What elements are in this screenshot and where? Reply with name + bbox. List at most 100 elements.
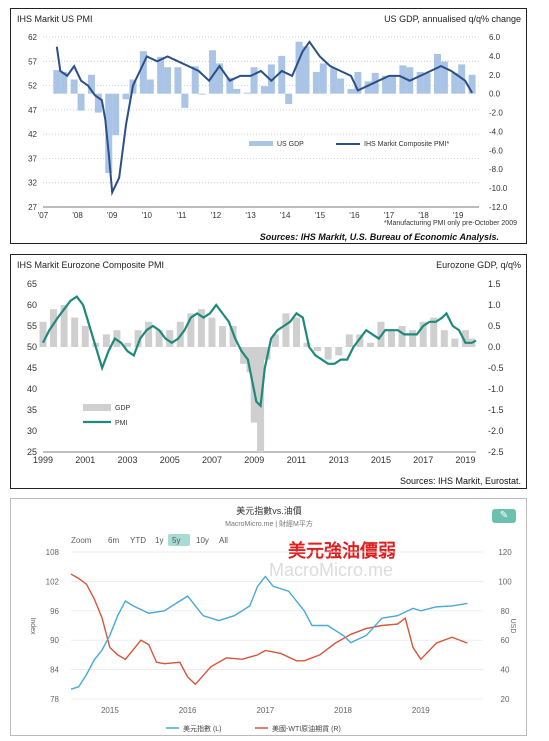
eurozone-pmi-chart: IHS Markit Eurozone Composite PMI Eurozon… — [10, 254, 527, 489]
left-tick-label: 90 — [50, 636, 59, 645]
gdp-bar — [278, 55, 286, 94]
gdp-bar — [53, 70, 61, 94]
gdp-bar — [423, 72, 431, 94]
pmi-line — [55, 40, 473, 197]
y-axis-left-label: Index — [29, 617, 36, 635]
gdp-bar — [246, 347, 254, 373]
gdp-bar — [303, 342, 311, 347]
zoom-option[interactable]: 10y — [196, 536, 209, 545]
legend-gdp-swatch — [249, 141, 273, 146]
gdp-bar — [356, 334, 364, 347]
gdp-bar — [229, 326, 237, 347]
gdp-bar — [440, 61, 448, 94]
oil-line — [70, 573, 468, 686]
dollar-index-line — [70, 575, 468, 690]
x-tick-label: '10 — [142, 211, 153, 220]
right-tick-label: 60 — [501, 636, 510, 645]
gdp-bar — [113, 330, 121, 347]
zoom-option[interactable]: All — [219, 536, 228, 545]
gdp-bar — [243, 92, 251, 94]
gdp-bar — [312, 71, 320, 94]
gdp-bar — [271, 334, 279, 347]
gdp-bar — [345, 334, 353, 347]
zoom-option-selected-bg[interactable] — [168, 534, 190, 546]
gdp-bar — [260, 86, 268, 94]
x-tick-label: '17 — [384, 211, 395, 220]
left-tick-label: 62 — [28, 33, 37, 42]
x-tick-label: 2011 — [287, 455, 306, 465]
right-tick-label: 100 — [498, 577, 512, 586]
gdp-bar — [77, 93, 85, 111]
chart-right-title: US GDP, annualised q/q% change — [384, 14, 521, 24]
gdp-bar — [198, 93, 206, 95]
watermark: MacroMicro.me — [269, 560, 393, 580]
zoom-option[interactable]: YTD — [130, 536, 146, 545]
x-tick-label: 2015 — [101, 706, 119, 715]
gdp-bar — [451, 338, 459, 347]
overlay-label: 美元強油價弱 — [288, 540, 396, 561]
left-tick-label: 102 — [46, 577, 60, 586]
left-tick-label: 55 — [27, 321, 37, 331]
gdp-bar — [292, 317, 300, 347]
gdp-bar — [337, 78, 345, 94]
edit-icon[interactable]: ✎ — [492, 509, 516, 523]
dollar-oil-chart-svg: 美元指數vs.油價 MacroMicro.me | 財經M平方 Zoom 6m YTD 1… — [29, 505, 516, 733]
x-tick-label: '16 — [349, 211, 360, 220]
gdp-bar — [209, 50, 217, 94]
legend-gdp-label: US GDP — [277, 141, 304, 148]
left-tick-label: 52 — [28, 82, 37, 91]
right-tick-label: 0.0 — [488, 342, 501, 352]
y-axis-right-label: USD — [509, 619, 516, 634]
right-tick-label: 120 — [498, 548, 512, 557]
gdp-bar — [219, 326, 227, 347]
gdp-bar — [419, 321, 427, 347]
gdp-bar — [388, 76, 396, 94]
left-tick-label: 40 — [27, 384, 37, 394]
gdp-bar — [105, 93, 113, 173]
left-tick-label: 42 — [28, 130, 37, 139]
zoom-option[interactable]: 1y — [155, 536, 163, 545]
gdp-bar — [382, 75, 390, 94]
left-tick-label: 50 — [27, 342, 37, 352]
right-tick-label: -4.0 — [489, 127, 503, 136]
right-tick-label: 4.0 — [489, 52, 501, 61]
right-tick-label: 2.0 — [489, 71, 501, 80]
gdp-bar — [60, 71, 68, 94]
footnote: *Manufacturing PMI only pre-October 2009 — [384, 220, 517, 227]
zoom-option[interactable]: 6m — [108, 536, 119, 545]
left-tick-label: 32 — [28, 179, 37, 188]
gdp-bar — [50, 309, 58, 347]
gdp-bar — [364, 81, 372, 94]
legend-gdp-swatch — [83, 404, 111, 411]
gdp-bar — [295, 41, 303, 94]
legend-pmi-label: IHS Markit Composite PMI* — [364, 141, 449, 148]
right-tick-label: -2.0 — [489, 109, 503, 118]
right-tick-label: 1.0 — [488, 300, 501, 310]
x-tick-label: '07 — [38, 211, 49, 220]
source-note: Sources: IHS Markit, U.S. Bureau of Econ… — [260, 232, 499, 242]
gdp-bar — [102, 334, 110, 347]
gdp-bar — [399, 65, 407, 94]
gdp-bar — [233, 88, 241, 94]
gdp-bar — [208, 317, 216, 347]
gdp-bar — [134, 330, 142, 347]
left-tick-label: 45 — [27, 363, 37, 373]
gdp-bar — [347, 88, 355, 94]
gdp-bar — [319, 63, 327, 94]
gdp-bar — [145, 321, 153, 347]
gdp-bar — [112, 93, 120, 136]
gdp-bar — [226, 77, 234, 94]
legend-dollar-label: 美元指數 (L) — [183, 724, 222, 733]
zoom-option[interactable]: 5y — [172, 536, 180, 545]
dollar-oil-chart: 美元指數vs.油價 MacroMicro.me | 財經M平方 Zoom 6m YTD 1… — [10, 498, 527, 736]
x-tick-label: '11 — [176, 211, 186, 220]
right-tick-label: 1.5 — [488, 279, 501, 289]
x-tick-label: '13 — [245, 211, 256, 220]
gdp-bar — [409, 330, 417, 347]
gdp-bar — [250, 67, 258, 94]
gdp-bar — [174, 67, 182, 94]
pmi-line — [42, 295, 477, 409]
right-tick-label: -10.0 — [489, 184, 508, 193]
gdp-bar — [324, 347, 332, 360]
gdp-bar — [451, 72, 459, 94]
